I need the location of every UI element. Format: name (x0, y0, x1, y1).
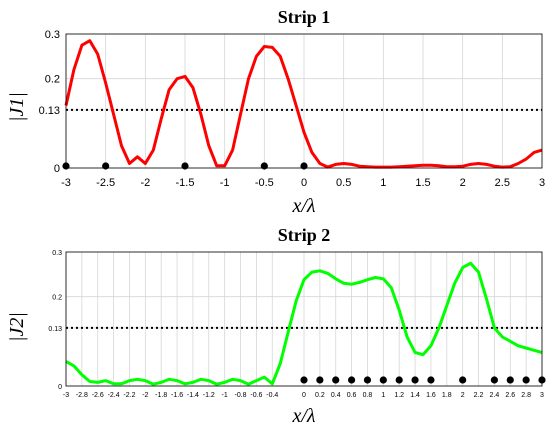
x-tick-label: 0.8 (363, 392, 373, 399)
x-tick-label: -2.2 (123, 392, 135, 399)
x-tick-label: -0.4 (266, 392, 278, 399)
x-tick-label: 1.5 (415, 177, 430, 189)
x-tick-label: -0.6 (250, 392, 262, 399)
y-tick-label: 0.2 (52, 295, 62, 302)
strip-1-current-line (64, 39, 543, 169)
x-tick-label: -0.5 (255, 177, 274, 189)
y-tick-label: 0.3 (45, 29, 60, 41)
strip-1-y-ticks: 0 0.13 0.2 0.3 (39, 29, 60, 175)
element-marker-dot (260, 162, 268, 170)
strip-2-x-ticks: -3 -2.8 -2.6 -2.4 -2.2 -2 -1.8 -1.6 -1.4 -1.2 -1 -0… (63, 392, 544, 399)
x-tick-label: 1.8 (442, 392, 452, 399)
x-tick-label: 1.6 (426, 392, 436, 399)
element-marker-dot (379, 376, 387, 384)
element-marker-dot (490, 376, 498, 384)
element-marker-dot (300, 162, 308, 170)
x-tick-label: 0.4 (331, 392, 341, 399)
x-tick-label: 2.8 (521, 392, 531, 399)
x-tick-label: 2.5 (495, 177, 510, 189)
element-marker-dot (316, 376, 324, 384)
x-tick-label: -1.6 (171, 392, 183, 399)
x-tick-label: 1.4 (410, 392, 420, 399)
x-tick-label: 2.2 (474, 392, 484, 399)
strip-2-element-markers (300, 376, 546, 384)
x-tick-label: -2 (140, 177, 150, 189)
x-tick-label: -0.8 (235, 392, 247, 399)
x-tick-label: 2.6 (505, 392, 515, 399)
strip-1-plot-frame (65, 33, 543, 169)
strip-1-x-axis-label: x/λ (291, 195, 315, 217)
y-tick-label: 0 (58, 384, 62, 391)
y-tick-label: 0.2 (45, 74, 60, 86)
x-tick-label: 0.6 (347, 392, 357, 399)
x-tick-label: -2.5 (96, 177, 115, 189)
x-tick-label: -1.2 (203, 392, 215, 399)
x-tick-label: 0 (302, 392, 306, 399)
x-tick-label: 0.5 (336, 177, 351, 189)
x-tick-label: 2.4 (490, 392, 500, 399)
x-tick-label: 2 (460, 177, 466, 189)
strip-1-grid (65, 33, 543, 169)
x-tick-label: 3 (539, 177, 545, 189)
x-tick-label: -1 (222, 392, 228, 399)
strip-2-grid (65, 251, 543, 387)
element-marker-dot (300, 376, 308, 384)
chart-title-strip-1: Strip 1 (278, 7, 331, 27)
x-tick-label: 2 (461, 392, 465, 399)
x-tick-label: 1 (380, 177, 386, 189)
element-marker-dot (522, 376, 530, 384)
x-tick-label: -1 (220, 177, 230, 189)
element-marker-dot (348, 376, 356, 384)
strip-2-y-ticks: 0 0.13 0.2 0.3 (48, 250, 62, 391)
chart-title-strip-2: Strip 2 (278, 225, 331, 245)
x-tick-label: -2.8 (76, 392, 88, 399)
strip-2-plot-frame (65, 251, 543, 387)
element-marker-dot (427, 376, 435, 384)
element-marker-dot (411, 376, 419, 384)
x-tick-label: 1 (381, 392, 385, 399)
y-tick-label: 0.3 (52, 250, 62, 257)
element-marker-dot (363, 376, 372, 384)
strip-1-y-axis-label: |J1| (6, 92, 28, 122)
x-tick-label: 3 (540, 392, 544, 399)
x-tick-label: 0 (301, 177, 307, 189)
x-tick-label: -2.4 (108, 392, 120, 399)
strip-2-current-line (65, 261, 543, 386)
element-marker-dot (395, 376, 403, 384)
element-marker-dot (181, 162, 189, 170)
y-tick-label: 0.13 (39, 105, 60, 117)
x-tick-label: -3 (63, 392, 69, 399)
x-tick-label: 0.2 (315, 392, 325, 399)
y-tick-label: 0.13 (48, 326, 62, 333)
element-marker-dot (506, 376, 514, 384)
element-marker-dot (332, 376, 340, 384)
x-tick-label: -3 (61, 177, 71, 189)
strip-2-y-axis-label: |J2| (6, 312, 28, 342)
x-tick-label: -2.6 (92, 392, 104, 399)
strip-2-x-axis-label: x/λ (291, 405, 315, 427)
element-marker-dot (102, 162, 110, 170)
element-marker-dot (459, 376, 467, 384)
x-tick-label: -1.8 (155, 392, 167, 399)
strip-1-element-markers (62, 162, 308, 170)
x-tick-label: -1.5 (176, 177, 195, 189)
y-tick-label: 0 (54, 163, 60, 175)
x-tick-label: -2 (142, 392, 148, 399)
x-tick-label: -1.4 (187, 392, 199, 399)
x-tick-label: 1.2 (394, 392, 404, 399)
strip-1-x-ticks: -3 -2.5 -2 -1.5 -1 -0.5 0 0.5 1 1.5 2 2.5 3 (61, 177, 545, 189)
